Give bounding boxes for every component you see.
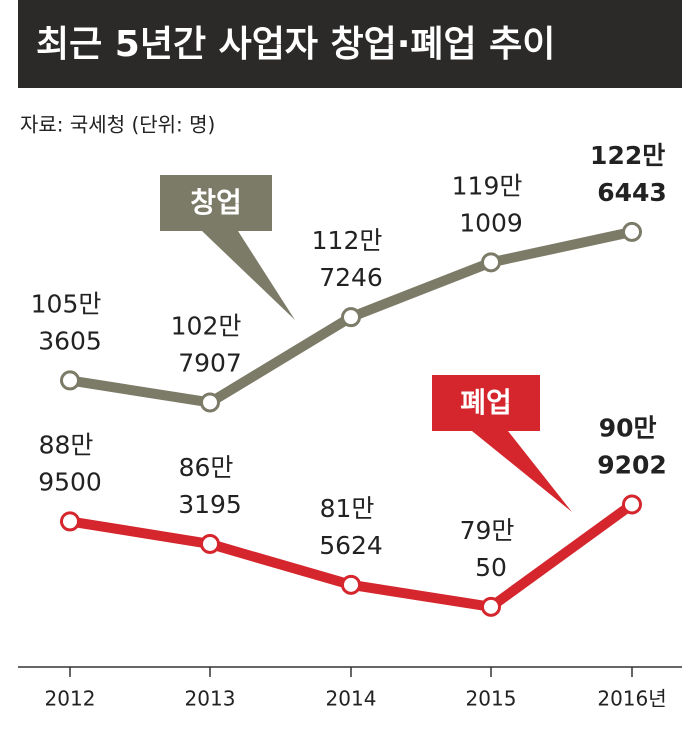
- data-point: [60, 511, 80, 532]
- data-point: [622, 494, 642, 515]
- data-point: [481, 596, 501, 617]
- x-tick-label: 2013: [185, 687, 236, 711]
- chart-title: 최근 5년간 사업자 창업·폐업 추이: [36, 24, 555, 65]
- value-label: 112만 7246: [312, 226, 391, 292]
- x-tick-label: 2015: [466, 687, 517, 711]
- value-label: 119만 1009: [452, 171, 531, 237]
- value-label: 105만 3605: [31, 289, 110, 355]
- chart-subtitle: 자료: 국세청 (단위: 명): [20, 113, 215, 137]
- value-label: 79만 50: [460, 516, 523, 582]
- legend-label: 창업: [190, 186, 242, 219]
- data-point: [200, 392, 220, 413]
- legend-label: 폐업: [460, 386, 512, 419]
- title-bar: [18, 0, 682, 88]
- legend-box: [160, 175, 272, 231]
- data-point: [60, 370, 80, 391]
- data-point: [341, 307, 361, 328]
- data-point: [481, 252, 501, 273]
- value-label: 122만 6443: [590, 141, 674, 207]
- legend-pointer: [202, 231, 295, 320]
- value-label: 102만 7907: [171, 311, 250, 377]
- data-point: [622, 221, 642, 242]
- data-point: [200, 533, 220, 554]
- legend-box: [432, 375, 540, 431]
- data-point: [341, 574, 361, 595]
- value-label: 86만 3195: [178, 453, 242, 519]
- value-label: 90만 9202: [597, 413, 667, 479]
- value-label: 81만 5624: [319, 494, 383, 560]
- x-tick-label: 2016년: [597, 687, 666, 711]
- x-tick-label: 2014: [326, 687, 377, 711]
- legend-pointer: [472, 431, 572, 512]
- x-tick-label: 2012: [45, 687, 96, 711]
- value-label: 88만 9500: [38, 430, 102, 496]
